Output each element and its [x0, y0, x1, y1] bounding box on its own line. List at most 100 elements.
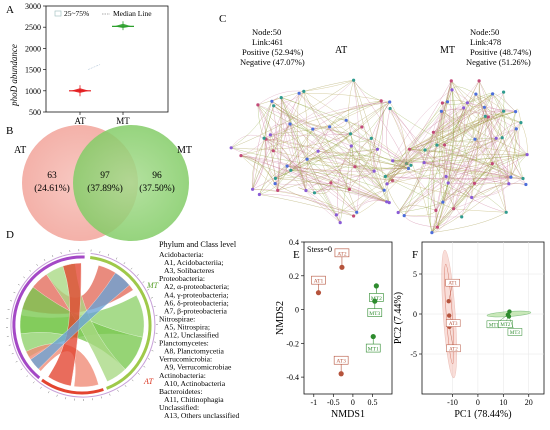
network-edge	[389, 108, 433, 233]
network-edge	[349, 189, 387, 202]
network-edge	[433, 107, 464, 133]
network-node	[409, 163, 413, 167]
network-edge	[484, 107, 509, 184]
scatter-point	[506, 314, 512, 319]
network-node	[477, 79, 481, 83]
network-edge	[281, 97, 351, 134]
y-tick-label: 2500	[25, 23, 41, 32]
network-edge	[353, 80, 390, 203]
network-node	[482, 105, 486, 109]
network-edge	[478, 80, 487, 117]
scatter-point	[370, 333, 376, 340]
chord-legend-item: A1, Acidobacteriia;	[164, 258, 223, 267]
network-edge	[404, 176, 447, 216]
network-edge	[510, 154, 528, 178]
chord-tick	[150, 297, 153, 299]
network-edge	[329, 126, 411, 166]
network-edge	[259, 194, 354, 217]
network-node	[344, 118, 348, 122]
network-edge	[303, 91, 357, 213]
network-node	[483, 114, 487, 118]
network-node	[502, 90, 506, 94]
network-edge	[471, 176, 511, 198]
network-node	[329, 181, 333, 185]
network-node	[441, 200, 445, 204]
network-edge	[385, 111, 442, 177]
network-edge	[502, 137, 527, 185]
x-tick-label: -10	[447, 398, 458, 407]
network-edge	[298, 93, 385, 191]
network-edge	[404, 215, 438, 228]
network-node	[273, 176, 277, 180]
network-edge	[431, 176, 512, 233]
panel-a: A phoD abundance 500 1000 1500 2000 2500 3000…	[6, 2, 169, 126]
venn-circle-mt	[73, 125, 189, 241]
network-at-positive: Positive (52.94%)	[242, 47, 304, 57]
chord-tick	[60, 251, 62, 254]
network-edge	[336, 190, 385, 216]
chord-ring-mt	[90, 256, 152, 390]
network-edge	[442, 154, 528, 203]
network-edge	[231, 101, 273, 148]
network-edge	[346, 120, 372, 140]
venn-mt-only-pct: (37.50%)	[139, 183, 175, 194]
network-edge	[484, 107, 507, 213]
chord-legend-item: Proteobacteria:	[159, 274, 205, 283]
network-edge	[317, 151, 357, 213]
network-at-graph	[229, 78, 413, 225]
scatter-point	[507, 309, 512, 314]
network-node	[348, 132, 353, 136]
point-label-box	[333, 355, 349, 365]
network-node	[521, 176, 525, 181]
network-edge	[492, 93, 524, 179]
chord-legend-item: A3, Solibacteres	[164, 266, 214, 275]
chord-tick	[8, 344, 11, 346]
network-edge	[307, 159, 357, 213]
network-edge	[389, 108, 462, 217]
point-label-box	[445, 278, 460, 287]
network-edge	[271, 101, 291, 125]
chord-legend-item: A2, α-proteobacteria;	[164, 282, 229, 291]
chord-sector-mt: MT	[146, 281, 159, 290]
panel-d-letter: D	[6, 229, 14, 241]
network-edge	[350, 122, 363, 134]
network-node	[272, 104, 276, 108]
network-edge	[385, 176, 511, 180]
y-tick-label: 2000	[25, 44, 41, 53]
network-edge	[271, 97, 279, 102]
network-node	[430, 231, 434, 235]
network-edge	[502, 91, 516, 112]
network-edge	[385, 107, 485, 177]
panel-a-y-axis: 500 1000 1500 2000 2500 3000	[25, 2, 46, 117]
network-edge	[264, 80, 354, 139]
panel-d: D MT AT Phylum and Class level Acidobact…	[5, 229, 239, 420]
network-node	[435, 225, 439, 229]
network-edge	[340, 145, 352, 223]
network-edge	[259, 166, 288, 195]
network-edge	[349, 100, 382, 190]
chord-tick	[153, 306, 156, 307]
network-edge	[433, 107, 464, 133]
network-edge	[446, 163, 493, 177]
network-edge	[298, 93, 375, 172]
panel-a-legend: 25~75% Median Line	[54, 9, 152, 18]
network-node	[311, 127, 315, 131]
panel-e-letter: E	[293, 249, 300, 261]
network-edge	[275, 178, 387, 202]
venn-shared-count: 97	[100, 171, 110, 181]
network-edge	[409, 93, 493, 150]
y-tick-label: 1500	[25, 66, 41, 75]
chord-tick	[11, 353, 14, 355]
network-edge	[252, 101, 273, 190]
y-tick-label: 3000	[25, 2, 41, 11]
network-node	[507, 182, 511, 186]
network-edge	[436, 89, 453, 146]
chord-ribbon	[30, 272, 130, 370]
network-node	[514, 127, 518, 131]
network-edge	[381, 100, 407, 164]
network-edge	[373, 100, 383, 172]
network-edge	[392, 89, 453, 161]
chord-legend-item: Actinobacteria:	[159, 371, 206, 380]
panel-a-frame	[45, 5, 169, 113]
y-tick-label: 5	[413, 270, 417, 279]
